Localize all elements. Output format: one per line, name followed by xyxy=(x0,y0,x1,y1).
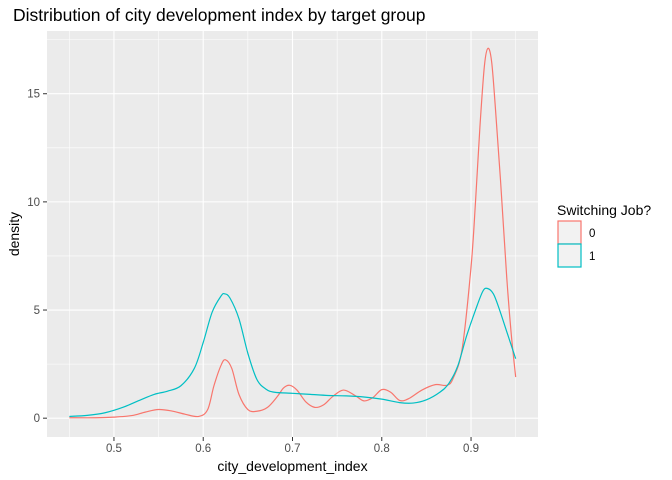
y-tick-label: 5 xyxy=(34,305,40,317)
x-tick-label: 0.9 xyxy=(463,443,479,455)
chart-title: Distribution of city development index b… xyxy=(13,5,425,25)
legend: Switching Job? 0 1 xyxy=(557,202,651,268)
x-tick-label: 0.5 xyxy=(106,443,122,455)
x-tick-label: 0.7 xyxy=(285,443,301,455)
y-axis-title: density xyxy=(6,212,22,256)
legend-key-0 xyxy=(557,220,582,245)
density-lines xyxy=(69,47,517,419)
major-gridlines xyxy=(47,31,538,437)
y-tick-label: 15 xyxy=(27,89,40,101)
legend-label-0: 0 xyxy=(589,228,595,240)
x-axis: 0.5 0.6 0.7 0.8 0.9 xyxy=(106,437,479,455)
density-line-group-0 xyxy=(69,47,517,419)
x-tick-label: 0.6 xyxy=(195,443,211,455)
legend-label-1: 1 xyxy=(589,251,595,263)
legend-title: Switching Job? xyxy=(557,202,651,218)
x-axis-title: city_development_index xyxy=(217,458,367,474)
x-tick-label: 0.8 xyxy=(374,443,390,455)
y-tick-label: 0 xyxy=(34,413,40,425)
legend-key-1 xyxy=(557,243,582,268)
y-axis: 0 5 10 15 xyxy=(27,89,47,425)
y-tick-label: 10 xyxy=(27,197,40,209)
density-line-group-1 xyxy=(69,287,517,418)
